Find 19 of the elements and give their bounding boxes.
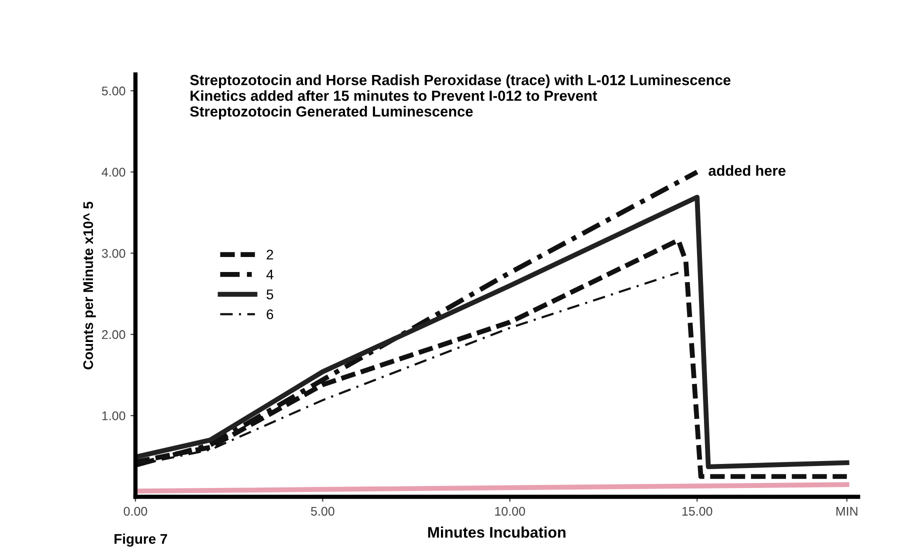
text: Streptozotocin and Horse Radish Peroxidase (trace) with L-012 Luminescence Kinetics added after 15 minutes to Prevent I-012 to Prevent Streptozotocin Generated Luminescence xyxy=(190,74,730,120)
legend-label: 4 xyxy=(266,270,274,280)
y-tick-label: 2.00 xyxy=(102,330,126,340)
y-tick-label: 1.00 xyxy=(102,411,126,420)
x-tick-label: 0.00 xyxy=(124,506,148,516)
legend-label: 6 xyxy=(266,309,274,320)
x-tick-label: 10.00 xyxy=(495,506,526,516)
y-tick-label: 3.00 xyxy=(102,248,126,258)
legend-label: 2 xyxy=(266,250,274,260)
x-tick-label: MIN xyxy=(836,506,858,516)
x-tick-label: 15.00 xyxy=(682,506,712,516)
y-tick-label: 5.00 xyxy=(102,86,126,96)
y-tick-label: 4.00 xyxy=(102,168,126,177)
legend-label: 5 xyxy=(266,290,274,300)
annotation: added here xyxy=(708,165,786,176)
x-tick-label: 5.00 xyxy=(310,506,334,516)
caption: Figure 7 xyxy=(114,534,168,547)
x-axis-title: Minutes Incubation xyxy=(428,526,566,538)
y-axis-title: Counts per Minute x10^ 5 xyxy=(82,202,96,370)
